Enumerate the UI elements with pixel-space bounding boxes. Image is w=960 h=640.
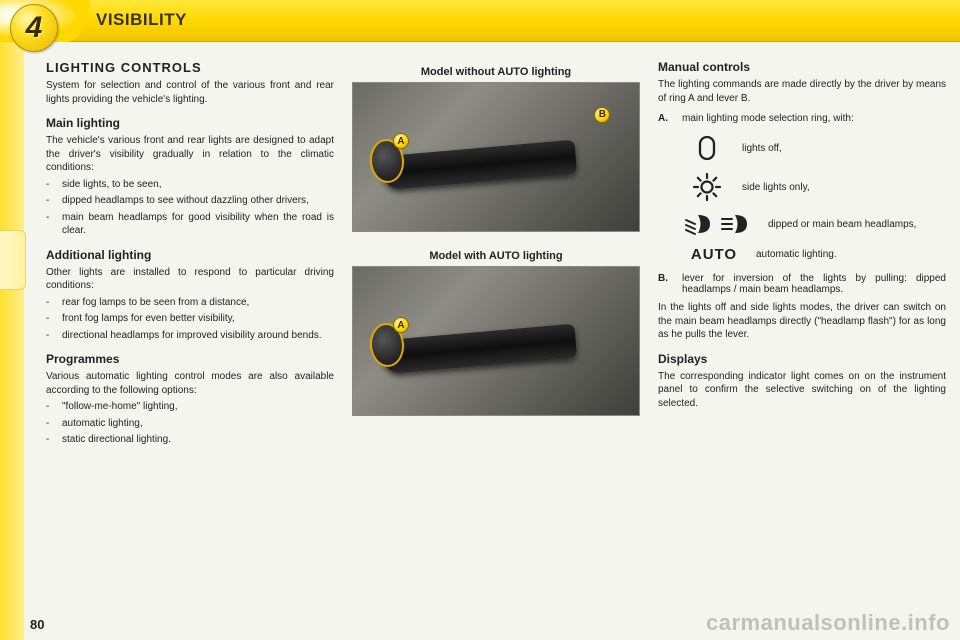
letter-b: B.	[658, 273, 674, 295]
chapter-number: 4	[26, 11, 43, 45]
list-item: directional headlamps for improved visib…	[46, 329, 334, 343]
dipped-main-beam-icon	[684, 212, 756, 236]
chapter-number-badge: 4	[10, 4, 58, 52]
icon-row-side-lights: side lights only,	[684, 172, 946, 202]
left-thumb-tab	[0, 230, 26, 290]
marker-b: B	[594, 107, 610, 123]
list-item: rear fog lamps to be seen from a distanc…	[46, 296, 334, 310]
heading-lighting-controls: LIGHTING CONTROLS	[46, 60, 334, 75]
stalk-body	[380, 324, 577, 375]
in-lights-text: In the lights off and side lights modes,…	[658, 301, 946, 342]
list-item: front fog lamps for even better visibili…	[46, 312, 334, 326]
side-lights-icon	[684, 172, 730, 202]
item-b-row: B. lever for inversion of the lights by …	[658, 273, 946, 295]
list-item: dipped headlamps to see without dazzling…	[46, 194, 334, 208]
list-item: side lights, to be seen,	[46, 178, 334, 192]
auto-lighting-icon: AUTO	[684, 246, 744, 263]
letter-b-text: lever for inversion of the lights by pul…	[682, 273, 946, 295]
main-lighting-list: side lights, to be seen, dipped headlamp…	[46, 178, 334, 238]
top-bar: VISIBILITY	[0, 0, 960, 42]
heading-main-lighting: Main lighting	[46, 116, 334, 130]
icon-row-lights-off: lights off,	[684, 134, 946, 162]
photo-stalk-no-auto: A B	[352, 82, 640, 232]
chapter-title: VISIBILITY	[96, 10, 187, 30]
list-item: "follow-me-home" lighting,	[46, 400, 334, 414]
additional-lighting-list: rear fog lamps to be seen from a distanc…	[46, 296, 334, 343]
column-left: LIGHTING CONTROLS System for selection a…	[46, 60, 334, 620]
list-item: static directional lighting.	[46, 433, 334, 447]
letter-a: A.	[658, 113, 674, 124]
heading-programmes: Programmes	[46, 352, 334, 366]
lights-off-icon	[684, 134, 730, 162]
main-lighting-text: The vehicle's various front and rear lig…	[46, 134, 334, 175]
caption-no-auto: Model without AUTO lighting	[352, 66, 640, 78]
marker-a: A	[393, 133, 409, 149]
icon-row-auto: AUTO automatic lighting.	[684, 246, 946, 263]
page-content: LIGHTING CONTROLS System for selection a…	[46, 60, 946, 620]
marker-a: A	[393, 317, 409, 333]
watermark: carmanualsonline.info	[706, 610, 950, 636]
heading-additional-lighting: Additional lighting	[46, 248, 334, 262]
displays-text: The corresponding indicator light comes …	[658, 370, 946, 411]
lights-off-label: lights off,	[742, 143, 946, 154]
intro-text: System for selection and control of the …	[46, 79, 334, 106]
icon-row-dipped-main: dipped or main beam headlamps,	[684, 212, 946, 236]
caption-auto: Model with AUTO lighting	[352, 250, 640, 262]
heading-displays: Displays	[658, 352, 946, 366]
column-center: Model without AUTO lighting A B Model wi…	[352, 60, 640, 620]
heading-manual-controls: Manual controls	[658, 60, 946, 74]
additional-lighting-text: Other lights are installed to respond to…	[46, 266, 334, 293]
auto-label: automatic lighting.	[756, 249, 946, 260]
page-number: 80	[30, 617, 44, 632]
auto-word: AUTO	[691, 246, 737, 263]
photo-stalk-auto: A	[352, 266, 640, 416]
left-gutter	[0, 42, 24, 640]
programmes-text: Various automatic lighting control modes…	[46, 370, 334, 397]
list-item: main beam headlamps for good visibility …	[46, 211, 334, 238]
manual-controls-text: The lighting commands are made directly …	[658, 78, 946, 105]
column-right: Manual controls The lighting commands ar…	[658, 60, 946, 620]
stalk-body	[380, 140, 577, 191]
programmes-list: "follow-me-home" lighting, automatic lig…	[46, 400, 334, 447]
side-lights-label: side lights only,	[742, 182, 946, 193]
letter-a-text: main lighting mode selection ring, with:	[682, 113, 946, 124]
item-a-row: A. main lighting mode selection ring, wi…	[658, 113, 946, 124]
list-item: automatic lighting,	[46, 417, 334, 431]
dipped-main-label: dipped or main beam headlamps,	[768, 219, 946, 230]
